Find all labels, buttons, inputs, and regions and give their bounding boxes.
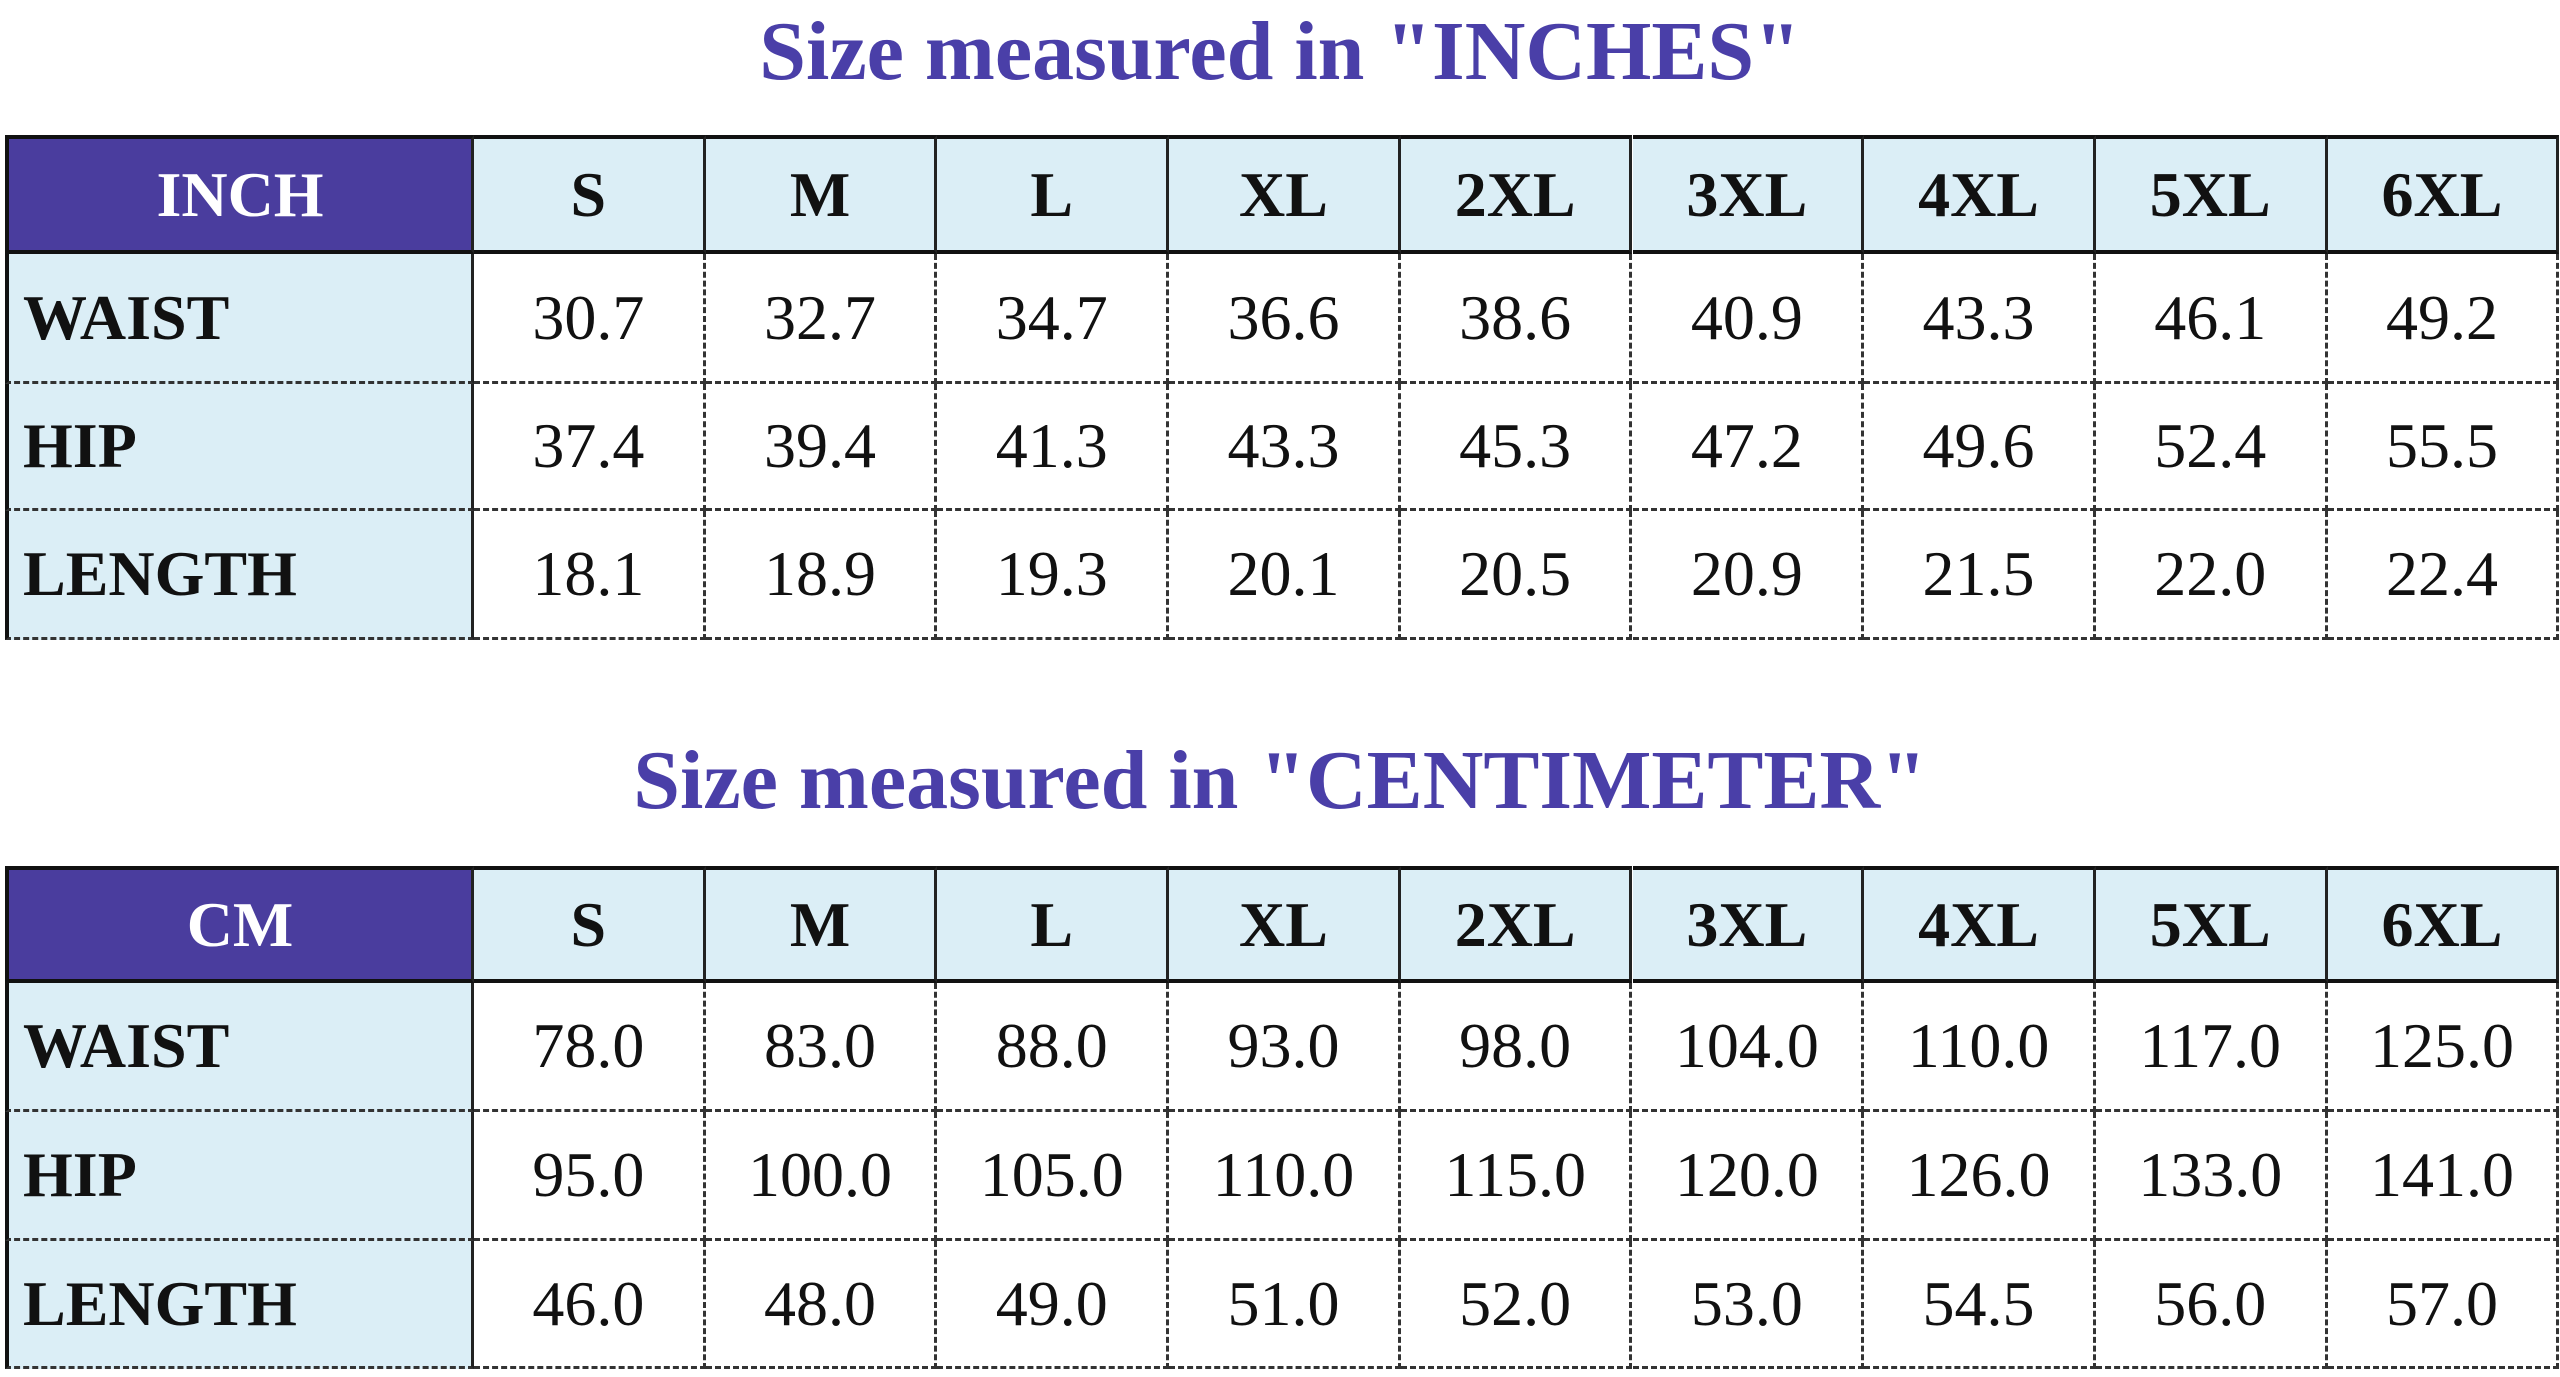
measure-value: 20.9 bbox=[1632, 511, 1865, 640]
measure-value: 117.0 bbox=[2095, 983, 2328, 1112]
measure-value: 98.0 bbox=[1400, 983, 1633, 1112]
measure-value: 83.0 bbox=[705, 983, 938, 1112]
size-header: M bbox=[705, 135, 938, 254]
measure-value: 19.3 bbox=[937, 511, 1170, 640]
measure-value: 18.1 bbox=[474, 511, 706, 640]
measure-value: 39.4 bbox=[705, 384, 938, 511]
measure-value: 115.0 bbox=[1400, 1112, 1633, 1241]
measure-label: WAIST bbox=[5, 983, 474, 1112]
measure-value: 57.0 bbox=[2327, 1241, 2560, 1369]
measure-value: 105.0 bbox=[937, 1112, 1170, 1241]
measure-value: 20.5 bbox=[1400, 511, 1633, 640]
size-header: 3XL bbox=[1632, 866, 1865, 983]
measure-value: 78.0 bbox=[474, 983, 706, 1112]
measure-value: 133.0 bbox=[2095, 1112, 2328, 1241]
measure-value: 56.0 bbox=[2095, 1241, 2328, 1369]
size-header: M bbox=[705, 866, 938, 983]
size-header: 5XL bbox=[2095, 866, 2328, 983]
measure-value: 46.1 bbox=[2095, 254, 2328, 384]
size-header: 6XL bbox=[2327, 866, 2560, 983]
measure-value: 141.0 bbox=[2327, 1112, 2560, 1241]
measure-value: 41.3 bbox=[937, 384, 1170, 511]
measure-value: 120.0 bbox=[1632, 1112, 1865, 1241]
measure-value: 93.0 bbox=[1169, 983, 1401, 1112]
measure-value: 52.0 bbox=[1400, 1241, 1633, 1369]
measure-value: 100.0 bbox=[705, 1112, 938, 1241]
measure-value: 48.0 bbox=[705, 1241, 938, 1369]
measure-value: 51.0 bbox=[1169, 1241, 1401, 1369]
measure-value: 125.0 bbox=[2327, 983, 2560, 1112]
measure-value: 95.0 bbox=[474, 1112, 706, 1241]
size-header: S bbox=[474, 135, 706, 254]
size-header: 5XL bbox=[2095, 135, 2328, 254]
measure-value: 43.3 bbox=[1864, 254, 2096, 384]
measure-value: 46.0 bbox=[474, 1241, 706, 1369]
measure-value: 22.4 bbox=[2327, 511, 2560, 640]
measure-value: 47.2 bbox=[1632, 384, 1865, 511]
measure-value: 32.7 bbox=[705, 254, 938, 384]
size-header: L bbox=[937, 866, 1170, 983]
unit-header: CM bbox=[5, 866, 474, 983]
measure-label: LENGTH bbox=[5, 511, 474, 640]
measure-value: 104.0 bbox=[1632, 983, 1865, 1112]
table-title: Size measured in "CENTIMETER" bbox=[633, 734, 1927, 827]
measure-value: 34.7 bbox=[937, 254, 1170, 384]
size-header: 6XL bbox=[2327, 135, 2560, 254]
size-header: XL bbox=[1169, 866, 1401, 983]
size-header: 3XL bbox=[1632, 135, 1865, 254]
measure-value: 49.6 bbox=[1864, 384, 2096, 511]
measure-label: LENGTH bbox=[5, 1241, 474, 1369]
size-header: 2XL bbox=[1400, 866, 1633, 983]
measure-value: 53.0 bbox=[1632, 1241, 1865, 1369]
measure-value: 110.0 bbox=[1169, 1112, 1401, 1241]
measure-value: 110.0 bbox=[1864, 983, 2096, 1112]
measure-value: 37.4 bbox=[474, 384, 706, 511]
measure-value: 126.0 bbox=[1864, 1112, 2096, 1241]
measure-value: 54.5 bbox=[1864, 1241, 2096, 1369]
measure-value: 18.9 bbox=[705, 511, 938, 640]
size-header: 4XL bbox=[1864, 135, 2096, 254]
measure-value: 55.5 bbox=[2327, 384, 2560, 511]
size-header: L bbox=[937, 135, 1170, 254]
measure-value: 45.3 bbox=[1400, 384, 1633, 511]
measure-value: 43.3 bbox=[1169, 384, 1401, 511]
size-header: 2XL bbox=[1400, 135, 1633, 254]
measure-value: 30.7 bbox=[474, 254, 706, 384]
measure-value: 36.6 bbox=[1169, 254, 1401, 384]
measure-value: 52.4 bbox=[2095, 384, 2328, 511]
measure-value: 38.6 bbox=[1400, 254, 1633, 384]
measure-value: 40.9 bbox=[1632, 254, 1865, 384]
measure-value: 88.0 bbox=[937, 983, 1170, 1112]
measure-label: WAIST bbox=[5, 254, 474, 384]
measure-value: 21.5 bbox=[1864, 511, 2096, 640]
measure-label: HIP bbox=[5, 384, 474, 511]
measure-value: 49.2 bbox=[2327, 254, 2560, 384]
measure-value: 20.1 bbox=[1169, 511, 1401, 640]
size-header: 4XL bbox=[1864, 866, 2096, 983]
unit-header: INCH bbox=[5, 135, 474, 254]
measure-value: 49.0 bbox=[937, 1241, 1170, 1369]
size-header: XL bbox=[1169, 135, 1401, 254]
size-header: S bbox=[474, 866, 706, 983]
measure-label: HIP bbox=[5, 1112, 474, 1241]
measure-value: 22.0 bbox=[2095, 511, 2328, 640]
table-title: Size measured in "INCHES" bbox=[759, 5, 1801, 98]
